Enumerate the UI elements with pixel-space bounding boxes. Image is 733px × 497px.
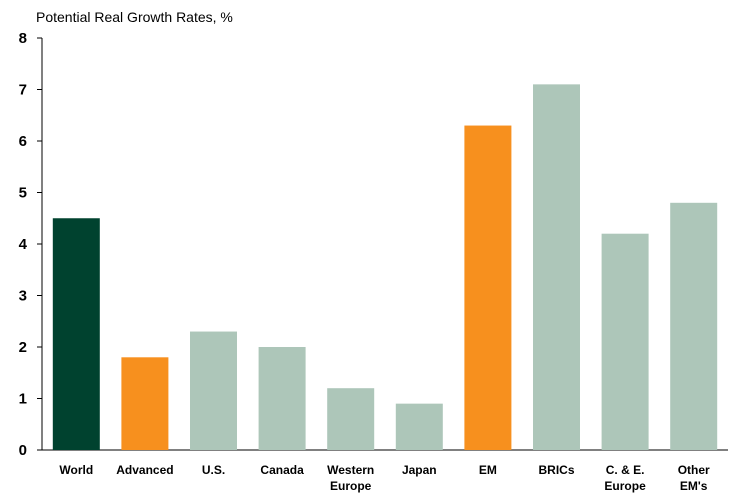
bar (533, 84, 580, 450)
y-tick-label: 1 (19, 391, 27, 408)
x-tick-label: Europe (330, 479, 372, 493)
y-tick-label: 6 (19, 133, 27, 150)
x-tick-label: Europe (604, 479, 646, 493)
y-tick-label: 5 (19, 185, 27, 202)
bar (395, 403, 443, 450)
bar (258, 347, 306, 450)
x-axis-labels: World Advanced U.S. Canada Western Europe Japa… (59, 463, 710, 493)
bar (121, 357, 169, 450)
y-tick-label: 4 (19, 236, 28, 253)
bar (327, 388, 375, 450)
y-tick-label: 2 (19, 339, 27, 356)
y-tick-label: 0 (19, 442, 27, 459)
x-tick-label: U.S. (202, 463, 225, 477)
x-tick-label: EM's (680, 479, 708, 493)
x-tick-label: Western (327, 463, 374, 477)
x-tick-label: C. & E. (606, 463, 645, 477)
bars (52, 84, 718, 451)
x-tick-label: EM (479, 463, 497, 477)
y-tick-label: 8 (19, 30, 27, 47)
x-tick-label: BRICs (538, 463, 574, 477)
x-tick-label: World (59, 463, 93, 477)
bar (601, 233, 649, 450)
x-tick-label: Advanced (116, 463, 173, 477)
y-tick-label: 7 (19, 82, 27, 99)
chart-title: Potential Real Growth Rates, % (36, 9, 233, 25)
bar (190, 331, 237, 450)
x-tick-label: Canada (260, 463, 304, 477)
x-tick-label: Japan (402, 463, 437, 477)
bar (52, 218, 100, 450)
bar (464, 125, 512, 451)
bar (670, 202, 718, 450)
y-tick-label: 3 (19, 288, 27, 305)
x-tick-label: Other (678, 463, 710, 477)
